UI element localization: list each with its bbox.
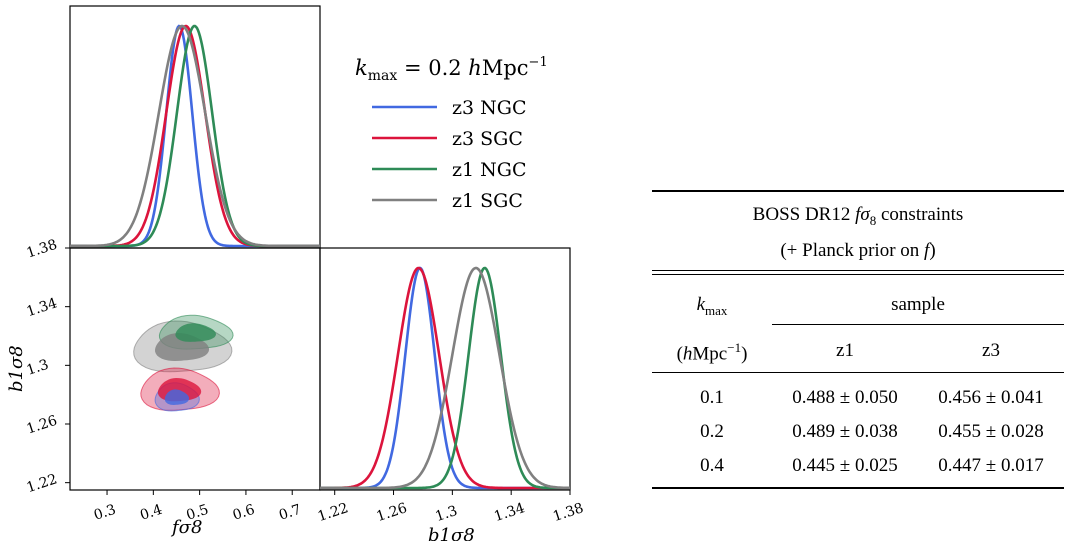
b1sigma8-curve-z1-sgc	[320, 266, 570, 490]
x-tick-label: 1.22	[316, 500, 351, 525]
legend-label-z3-sgc: z3 SGC	[452, 128, 523, 150]
fsigma8-curve-z1-sgc	[70, 24, 320, 248]
table-double-rule-2	[652, 274, 1064, 275]
b1sigma8-curve-z3-ngc	[320, 266, 570, 490]
corner-plot: 0.3 0.4 0.5 0.6 0.7 1.22 1.26 1.3 1.34 1.38 1.22…	[6, 5, 586, 541]
contour-inner-z1-ngc	[175, 323, 216, 342]
col-header-z3: z3	[982, 340, 1000, 361]
contour-inner-z3-ngc	[164, 389, 190, 405]
b1sigma8-curve-z3-sgc	[320, 266, 570, 490]
y-tick-label: 1.38	[25, 237, 60, 262]
table-double-rule-1	[652, 270, 1064, 271]
kmax-header: kmax	[696, 294, 728, 318]
fsigma8-marginal-panel	[69, 5, 321, 249]
row-kmax: 0.2	[700, 421, 724, 442]
row-kmax: 0.1	[700, 387, 724, 408]
x-tick-label: 1.26	[375, 500, 410, 525]
fsigma8-b1sigma8-contour-panel: 0.3 0.4 0.5 0.6 0.7 1.22 1.26 1.3 1.34 1.38	[25, 237, 321, 524]
table-top-rule	[652, 190, 1064, 192]
table-title: BOSS DR12 fσ8 constraints	[752, 204, 964, 228]
col-header-z1: z1	[836, 340, 854, 361]
x-axis-label-fsigma8: fσ8	[170, 517, 202, 538]
b1sigma8-marginal-panel: 1.22 1.26 1.3 1.34 1.38	[316, 247, 586, 525]
legend-title: kmax = 0.2 hMpc−1	[355, 55, 548, 84]
legend-label-z1-ngc: z1 NGC	[452, 159, 526, 181]
y-tick-label: 1.22	[25, 471, 60, 496]
row-z3-value: 0.456 ± 0.041	[938, 387, 1044, 408]
y-axis-label-b1sigma8: b1σ8	[6, 345, 27, 392]
x-tick-label: 1.3	[433, 503, 459, 525]
row-z1-value: 0.488 ± 0.050	[792, 387, 898, 408]
sample-underline	[772, 324, 1064, 325]
legend-label-z3-ngc: z3 NGC	[452, 97, 526, 119]
x-tick-label: 1.34	[492, 500, 527, 525]
y-tick-label: 1.26	[25, 413, 60, 438]
x-tick-label: 0.3	[92, 502, 118, 524]
row-z1-value: 0.445 ± 0.025	[792, 455, 898, 476]
x-tick-label: 0.7	[277, 502, 303, 524]
fsigma8-marginal-frame	[69, 5, 321, 249]
b1sigma8-curve-z1-ngc	[320, 266, 570, 490]
kmax-unit-header: (hMpc−1)	[676, 340, 748, 365]
table-subtitle: (+ Planck prior on f)	[780, 240, 936, 261]
legend-label-z1-sgc: z1 SGC	[452, 190, 523, 212]
table-header-rule	[652, 372, 1064, 373]
row-z3-value: 0.447 ± 0.017	[938, 455, 1044, 476]
sample-header: sample	[891, 294, 945, 315]
legend: kmax = 0.2 hMpc−1 z3 NGC z3 SGC z1 NGC z1 S…	[355, 55, 548, 212]
x-tick-label: 1.38	[551, 500, 586, 525]
x-axis-label-b1sigma8: b1σ8	[428, 525, 475, 541]
row-z1-value: 0.489 ± 0.038	[792, 421, 898, 442]
x-tick-label: 0.4	[138, 502, 164, 524]
y-tick-label: 1.34	[25, 295, 60, 320]
x-tick-label: 0.5	[184, 502, 210, 524]
x-tick-label: 0.6	[231, 502, 257, 524]
table-bottom-rule	[652, 487, 1064, 489]
row-kmax: 0.4	[700, 455, 724, 476]
b1sigma8-marginal-frame	[319, 247, 571, 491]
y-tick-label: 1.3	[25, 357, 51, 379]
row-z3-value: 0.455 ± 0.028	[938, 421, 1044, 442]
